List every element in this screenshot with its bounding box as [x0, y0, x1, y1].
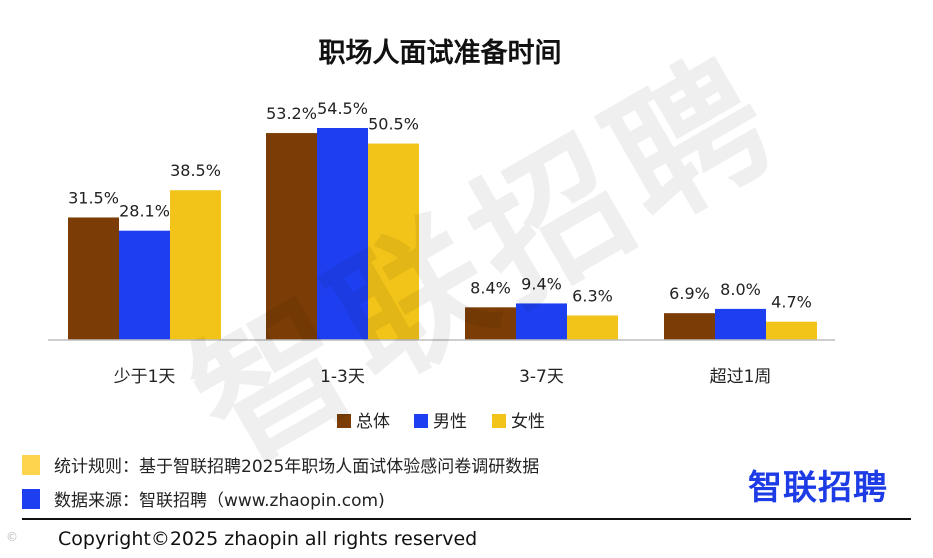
legend-label: 男性 [433, 412, 467, 432]
value-label: 8.0% [720, 280, 761, 299]
legend: 总体 男性 女性 [337, 412, 545, 432]
bar-男性-少于1天 [119, 230, 170, 340]
value-label: 6.3% [572, 286, 613, 305]
copyright-text: Copyright©2025 zhaopin all rights reserv… [58, 528, 478, 550]
bar-总体-超过1周 [664, 313, 715, 340]
x-tick-label: 3-7天 [519, 367, 564, 387]
bar-女性-3-7天 [567, 315, 618, 340]
bars-group [68, 128, 817, 340]
bar-总体-3-7天 [465, 307, 516, 340]
note-source-swatch [22, 488, 40, 509]
legend-swatch-女性 [492, 414, 506, 428]
value-label: 8.4% [470, 278, 511, 297]
value-label: 53.2% [266, 104, 317, 123]
corner-watermark-icon: © [6, 530, 18, 544]
value-label: 4.7% [771, 293, 812, 312]
x-tick-labels: 少于1天 1-3天 3-7天 超过1周 [114, 367, 772, 387]
x-tick-label: 1-3天 [320, 367, 365, 387]
bar-男性-超过1周 [715, 308, 766, 340]
legend-swatch-总体 [337, 414, 351, 428]
note-source: 数据来源：智联招聘（www.zhaopin.com) [22, 486, 385, 511]
note-rule-swatch [22, 454, 40, 475]
brand-logo: 智联招聘 [748, 468, 888, 508]
value-labels-group: 31.5%28.1% 38.5% 53.2% 54.5%50.5% 8.4% 9.4% 6.… [68, 99, 812, 312]
legend-label: 女性 [511, 412, 545, 432]
bar-女性-少于1天 [170, 190, 221, 340]
note-rule: 统计规则：基于智联招聘2025年职场人面试体验感问卷调研数据 [22, 452, 539, 477]
bar-总体-1-3天 [266, 133, 317, 340]
chart-title: 职场人面试准备时间 [319, 38, 562, 69]
bar-女性-超过1周 [766, 321, 817, 340]
bar-总体-少于1天 [68, 217, 119, 340]
value-label: 31.5% [68, 188, 119, 207]
note-source-text: 数据来源：智联招聘（www.zhaopin.com) [54, 491, 385, 511]
x-tick-label: 少于1天 [114, 367, 176, 387]
value-label: 28.1% [119, 202, 170, 221]
x-tick-label: 超过1周 [710, 367, 772, 387]
value-label: 38.5% [170, 161, 221, 180]
footer-divider [22, 518, 911, 520]
value-label: 54.5% [317, 99, 368, 118]
note-rule-text: 统计规则：基于智联招聘2025年职场人面试体验感问卷调研数据 [54, 457, 540, 477]
value-label: 50.5% [368, 115, 419, 134]
bar-女性-1-3天 [368, 143, 419, 340]
legend-swatch-男性 [414, 414, 428, 428]
bar-男性-1-3天 [317, 128, 368, 340]
value-label: 6.9% [669, 284, 710, 303]
bar-男性-3-7天 [516, 303, 567, 340]
value-label: 9.4% [521, 274, 562, 293]
legend-label: 总体 [356, 412, 390, 432]
